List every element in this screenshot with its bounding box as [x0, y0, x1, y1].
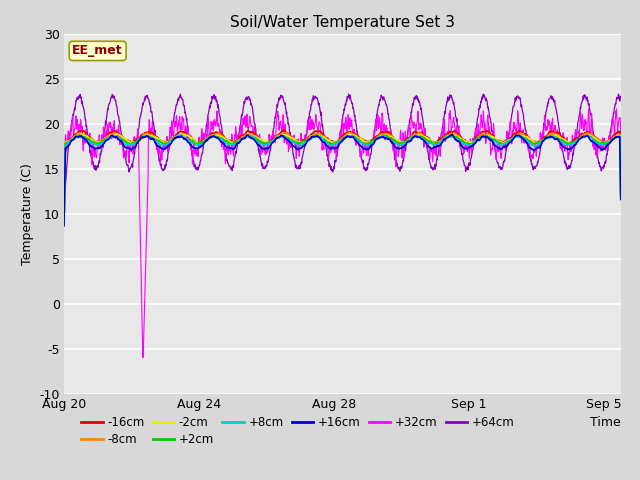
Y-axis label: Temperature (C): Temperature (C)	[21, 163, 34, 264]
Legend: -16cm, -8cm, -2cm, +2cm, +8cm, +16cm, +32cm, +64cm: -16cm, -8cm, -2cm, +2cm, +8cm, +16cm, +3…	[77, 412, 519, 451]
Text: EE_met: EE_met	[72, 44, 123, 58]
X-axis label: Time: Time	[590, 416, 621, 429]
Title: Soil/Water Temperature Set 3: Soil/Water Temperature Set 3	[230, 15, 455, 30]
